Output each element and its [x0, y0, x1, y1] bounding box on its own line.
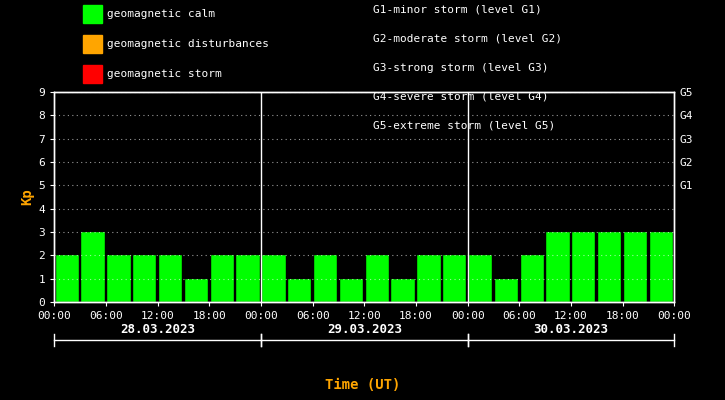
Bar	[314, 255, 337, 302]
Bar	[418, 255, 441, 302]
Bar	[340, 279, 363, 302]
Bar	[133, 255, 157, 302]
Bar	[469, 255, 492, 302]
Bar	[236, 255, 260, 302]
Bar	[107, 255, 130, 302]
Bar	[56, 255, 79, 302]
Text: G1-minor storm (level G1): G1-minor storm (level G1)	[373, 5, 542, 15]
Bar	[211, 255, 234, 302]
Text: geomagnetic disturbances: geomagnetic disturbances	[107, 39, 269, 49]
Text: G3-strong storm (level G3): G3-strong storm (level G3)	[373, 63, 549, 73]
Y-axis label: Kp: Kp	[20, 189, 34, 205]
Text: geomagnetic storm: geomagnetic storm	[107, 69, 222, 79]
Text: 29.03.2023: 29.03.2023	[327, 323, 402, 336]
Bar	[392, 279, 415, 302]
Bar	[547, 232, 570, 302]
Bar	[159, 255, 182, 302]
Bar	[288, 279, 311, 302]
Text: G5-extreme storm (level G5): G5-extreme storm (level G5)	[373, 120, 555, 130]
Bar	[650, 232, 673, 302]
Bar	[365, 255, 389, 302]
Text: 28.03.2023: 28.03.2023	[120, 323, 195, 336]
Text: geomagnetic calm: geomagnetic calm	[107, 9, 215, 19]
Text: G4-severe storm (level G4): G4-severe storm (level G4)	[373, 91, 549, 101]
Bar	[443, 255, 466, 302]
Text: Time (UT): Time (UT)	[325, 378, 400, 392]
Text: G2-moderate storm (level G2): G2-moderate storm (level G2)	[373, 34, 563, 44]
Bar	[81, 232, 104, 302]
Bar	[521, 255, 544, 302]
Bar	[185, 279, 208, 302]
Bar	[494, 279, 518, 302]
Text: 30.03.2023: 30.03.2023	[534, 323, 608, 336]
Bar	[572, 232, 595, 302]
Bar	[262, 255, 286, 302]
Bar	[624, 232, 647, 302]
Bar	[598, 232, 621, 302]
